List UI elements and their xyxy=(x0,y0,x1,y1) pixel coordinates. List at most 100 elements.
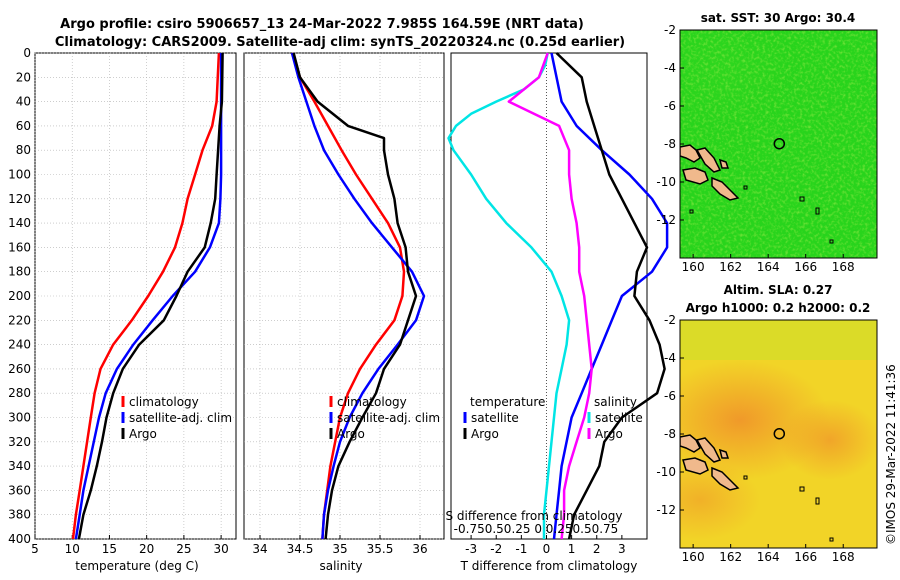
series-line-s-satellite xyxy=(447,52,571,539)
argo-location-marker xyxy=(773,427,786,440)
y-tick-label: 260 xyxy=(8,362,31,376)
series-line-argo xyxy=(77,52,224,540)
lon-tick-label: 160 xyxy=(682,550,705,564)
y-tick-label: 380 xyxy=(8,508,31,522)
x-tick-label: -1 xyxy=(515,542,527,556)
temperature-tick-labels: 5 10 15 20 25 30 xyxy=(31,535,229,556)
temperature-series xyxy=(71,52,224,540)
lat-tick-label: -2 xyxy=(664,313,676,327)
sla-map: Altim. SLA: 0.27 Argo h1000: 0.2 h2000: … xyxy=(656,283,878,564)
legend-label-s-argo: Argo xyxy=(595,427,623,441)
salinity-tick-labels: 34 34.5 35 35.5 36 xyxy=(252,535,428,556)
y-tick-label: 220 xyxy=(8,313,31,327)
lat-tick-label: -2 xyxy=(664,23,676,37)
x-tick-label: 20 xyxy=(139,542,154,556)
lat-tick-label: -10 xyxy=(656,465,676,479)
difference-legend-salinity: salinity satellite Argo xyxy=(587,395,643,441)
x-tick-label: 10 xyxy=(65,542,80,556)
difference-axes-frame xyxy=(450,52,648,540)
legend-label-climatology: climatology xyxy=(129,395,199,409)
legend-label-t-satellite: satellite xyxy=(471,411,519,425)
lon-tick-label: 162 xyxy=(719,550,742,564)
islands xyxy=(680,434,740,491)
lat-tick-label: -8 xyxy=(664,137,676,151)
t-difference-xlabel: T difference from climatology xyxy=(460,559,638,573)
small-islets xyxy=(743,475,834,542)
s-difference-ticks: -0.750.50.25 0 0.250.50.75 xyxy=(454,522,619,536)
figure-title-line2: Climatology: CARS2009. Satellite-adj cli… xyxy=(55,35,625,50)
series-line-satellite-adj-clim xyxy=(74,53,223,540)
lon-tick-label: 164 xyxy=(757,260,780,274)
imos-stamp: ©IMOS 29-Mar-2022 11:41:36 xyxy=(884,364,898,545)
y-tick-label: 340 xyxy=(8,459,31,473)
x-tick-label: 0 xyxy=(543,542,551,556)
series-line-satellite-adj-clim xyxy=(290,52,426,540)
y-tick-label: 80 xyxy=(16,143,31,157)
y-tick-label: 160 xyxy=(8,240,31,254)
salinity-xlabel: salinity xyxy=(319,559,362,573)
difference-series xyxy=(447,52,669,540)
legend-label-climatology: climatology xyxy=(337,395,407,409)
legend-label-argo: Argo xyxy=(337,427,365,441)
x-tick-label: 2 xyxy=(593,542,601,556)
lat-tick-label: -6 xyxy=(664,99,676,113)
x-tick-label: 34.5 xyxy=(287,542,314,556)
series-line-s-argo xyxy=(507,52,593,540)
lat-tick-label: -4 xyxy=(664,351,676,365)
x-tick-label: 30 xyxy=(213,542,228,556)
series-line-climatology xyxy=(71,52,221,540)
x-tick-label: -3 xyxy=(465,542,477,556)
legend-label-satellite: satellite-adj. clim xyxy=(129,411,232,425)
salinity-panel: 34 34.5 35 35.5 36 salinity climatology sate… xyxy=(243,52,445,573)
series-line-argo xyxy=(292,52,418,540)
difference-tick-labels: -3 -2 -1 0 1 2 3 xyxy=(465,535,626,556)
sla-high-patch-east xyxy=(780,400,877,480)
legend-title-temperature: temperature xyxy=(470,395,545,409)
x-tick-label: 34 xyxy=(252,542,267,556)
lon-tick-label: 164 xyxy=(757,550,780,564)
temperature-panel: 0 20 40 60 80 100 120 140 160 180 200 220 240 260 280 3… xyxy=(8,46,237,573)
lat-tick-label: -8 xyxy=(664,427,676,441)
legend-label-satellite: satellite-adj. clim xyxy=(337,411,440,425)
sst-map: sat. SST: 30 Argo: 30.4 160 162 164 166 1 xyxy=(656,11,878,274)
lat-tick-label: -10 xyxy=(656,175,676,189)
sla-map-title-line2: Argo h1000: 0.2 h2000: 0.2 xyxy=(686,301,871,315)
x-tick-label: 5 xyxy=(31,542,39,556)
y-tick-label: 300 xyxy=(8,411,31,425)
series-line-t-satellite xyxy=(550,52,669,540)
y-tick-label: 140 xyxy=(8,216,31,230)
lat-tick-label: -12 xyxy=(656,213,676,227)
argo-location-marker xyxy=(773,137,786,150)
y-tick-label: 120 xyxy=(8,192,31,206)
sst-lat-ticks: -2 -4 -6 -8 -10 -12 xyxy=(656,23,684,227)
y-tick-label: 360 xyxy=(8,483,31,497)
x-tick-label: 35.5 xyxy=(367,542,394,556)
sst-noise xyxy=(680,30,877,258)
depth-tick-labels: 0 20 40 60 80 100 120 140 160 180 200 220 240 260 280 3… xyxy=(8,46,31,546)
salinity-legend: climatology satellite-adj. clim Argo xyxy=(329,395,440,441)
series-line-climatology xyxy=(290,52,406,540)
temperature-xlabel: temperature (deg C) xyxy=(75,559,198,573)
small-islets xyxy=(689,185,834,244)
sla-low-band xyxy=(680,320,877,360)
y-tick-label: 240 xyxy=(8,338,31,352)
y-tick-label: 280 xyxy=(8,386,31,400)
legend-title-salinity: salinity xyxy=(594,395,637,409)
y-tick-label: 180 xyxy=(8,265,31,279)
lon-tick-label: 166 xyxy=(794,260,817,274)
legend-label-argo: Argo xyxy=(129,427,157,441)
difference-legend-temperature: temperature satellite Argo xyxy=(463,395,545,441)
salinity-series xyxy=(290,52,426,540)
sla-lon-ticks: 160 162 164 166 168 xyxy=(682,544,855,564)
lat-tick-label: -6 xyxy=(664,389,676,403)
y-tick-label: 100 xyxy=(8,168,31,182)
salinity-grid xyxy=(244,52,444,540)
x-tick-label: 1 xyxy=(568,542,576,556)
s-difference-label: S difference from climatology xyxy=(446,509,623,523)
y-tick-label: 40 xyxy=(16,95,31,109)
temperature-legend: climatology satellite-adj. clim Argo xyxy=(121,395,232,441)
sla-lat-ticks: -2 -4 -6 -8 -10 -12 xyxy=(656,313,684,517)
lon-tick-label: 160 xyxy=(682,260,705,274)
y-tick-label: 400 xyxy=(8,532,31,546)
